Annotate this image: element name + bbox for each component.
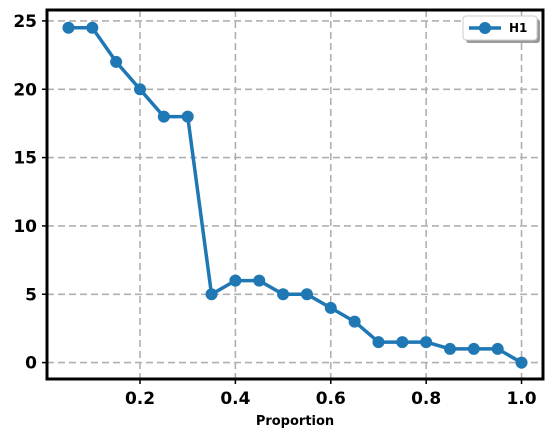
data-point — [157, 110, 170, 123]
x-tick-label: 0.4 — [220, 389, 250, 409]
y-tick-label: 5 — [25, 285, 37, 305]
data-point — [229, 274, 242, 287]
series-line-h1 — [68, 26, 523, 365]
x-tick-label: 0.6 — [316, 389, 346, 409]
y-tick-label: 25 — [13, 12, 37, 32]
y-tick-label: 0 — [25, 354, 37, 374]
data-point — [491, 342, 504, 355]
data-point — [467, 342, 480, 355]
data-point — [515, 356, 528, 369]
x-tick-label: 1.0 — [506, 389, 536, 409]
data-point — [134, 83, 146, 96]
x-tick-label: 0.8 — [411, 389, 441, 409]
series-group — [62, 21, 528, 369]
y-tick-label: 20 — [13, 80, 37, 100]
x-tick-label: 0.2 — [125, 389, 155, 409]
data-point — [396, 336, 409, 349]
data-point — [86, 21, 99, 34]
data-point — [110, 55, 123, 68]
data-point — [444, 342, 456, 355]
plot-frame — [45, 8, 545, 381]
data-point — [348, 315, 361, 328]
data-point — [300, 288, 313, 301]
y-tick-label: 10 — [13, 217, 37, 237]
legend-marker-h1 — [479, 22, 491, 34]
data-point — [253, 274, 266, 287]
data-point — [420, 336, 433, 349]
x-axis-label: Proportion — [256, 414, 334, 429]
data-point — [372, 336, 385, 349]
y-tick-label: 15 — [13, 149, 37, 169]
data-point — [205, 288, 218, 301]
legend-label-h1: H1 — [509, 21, 527, 35]
legend: H1 — [462, 15, 540, 43]
tick-labels: 0.2 0.4 0.6 0.8 1.0 0 5 10 15 20 25 — [13, 12, 536, 409]
data-point — [324, 301, 337, 314]
data-point — [62, 21, 75, 34]
data-point — [277, 288, 290, 301]
data-point — [181, 110, 194, 123]
